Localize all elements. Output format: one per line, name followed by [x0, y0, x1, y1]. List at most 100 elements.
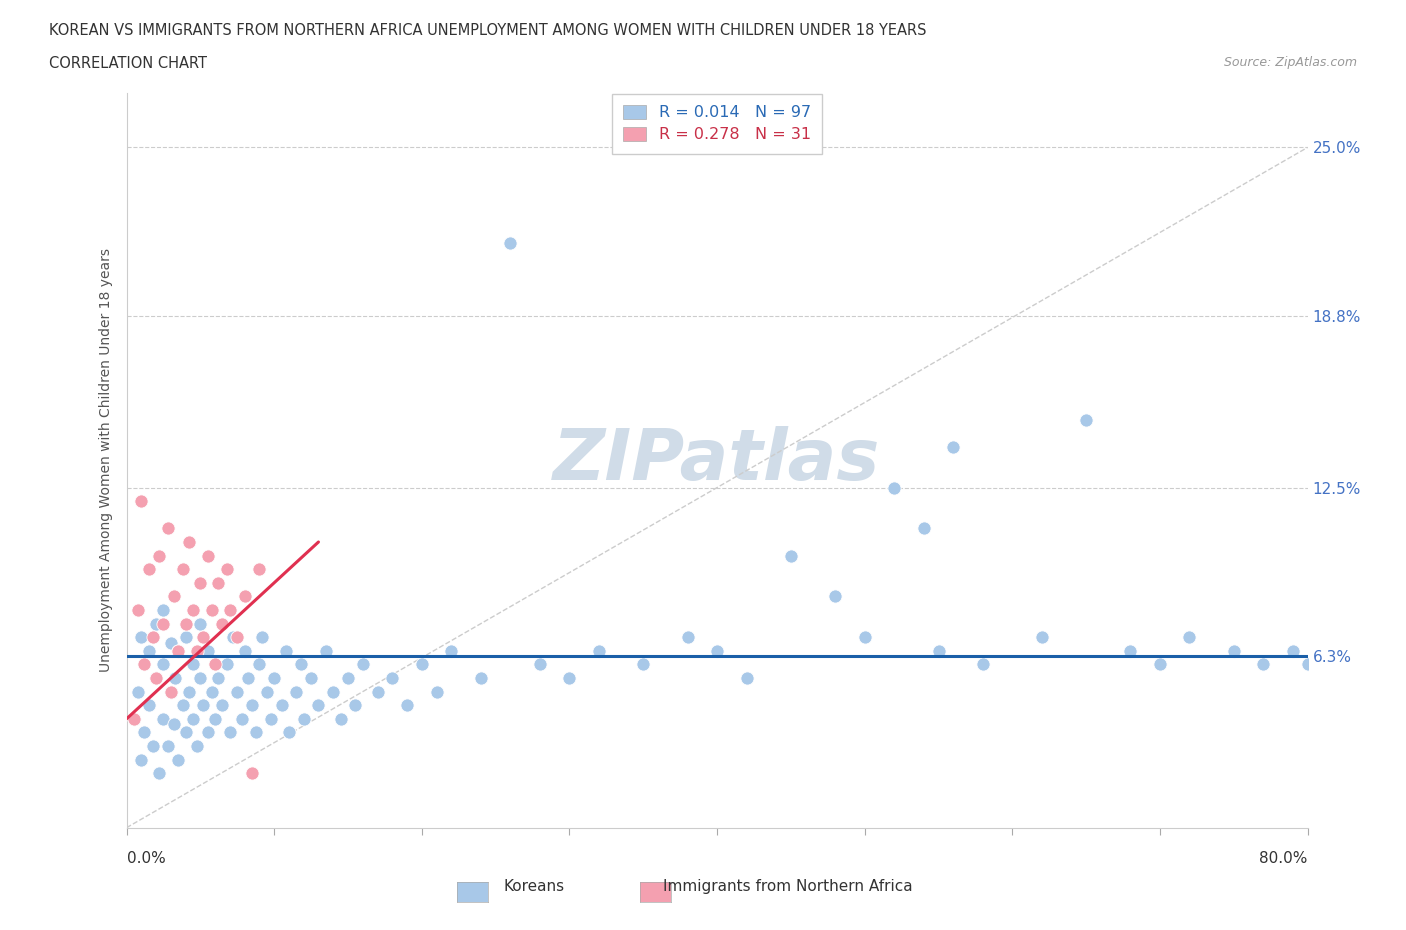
Text: 80.0%: 80.0%	[1260, 851, 1308, 866]
Point	[163, 717, 186, 732]
Text: Source: ZipAtlas.com: Source: ZipAtlas.com	[1223, 56, 1357, 69]
Text: Koreans: Koreans	[503, 879, 565, 894]
Point	[236, 671, 259, 685]
Point	[177, 535, 200, 550]
Point	[470, 671, 492, 685]
Point	[122, 711, 145, 726]
Point	[156, 738, 179, 753]
Point	[912, 521, 935, 536]
Point	[247, 562, 270, 577]
Point	[824, 589, 846, 604]
Point	[1222, 644, 1246, 658]
Point	[181, 657, 204, 671]
Point	[215, 657, 238, 671]
Point	[138, 644, 160, 658]
Point	[174, 630, 197, 644]
Point	[252, 630, 274, 644]
Point	[706, 644, 728, 658]
Point	[256, 684, 278, 699]
Point	[278, 725, 301, 740]
Point	[152, 711, 174, 726]
Text: KOREAN VS IMMIGRANTS FROM NORTHERN AFRICA UNEMPLOYMENT AMONG WOMEN WITH CHILDREN: KOREAN VS IMMIGRANTS FROM NORTHERN AFRIC…	[49, 23, 927, 38]
Point	[853, 630, 876, 644]
Point	[186, 738, 208, 753]
Point	[499, 235, 522, 250]
Point	[181, 603, 204, 618]
Point	[274, 644, 297, 658]
Point	[156, 521, 179, 536]
Point	[207, 671, 229, 685]
Point	[207, 576, 229, 591]
Point	[174, 617, 197, 631]
Point	[145, 671, 167, 685]
Point	[163, 589, 186, 604]
Point	[145, 617, 167, 631]
Point	[215, 562, 238, 577]
Point	[222, 630, 245, 644]
Point	[188, 671, 211, 685]
Point	[928, 644, 950, 658]
Point	[127, 684, 149, 699]
Point	[337, 671, 360, 685]
Point	[558, 671, 581, 685]
Point	[159, 635, 183, 650]
Point	[197, 725, 219, 740]
Point	[676, 630, 699, 644]
Point	[247, 657, 270, 671]
Point	[167, 752, 190, 767]
Point	[240, 698, 263, 712]
Point	[245, 725, 267, 740]
Point	[219, 725, 242, 740]
Point	[145, 671, 167, 685]
Point	[211, 698, 233, 712]
Point	[219, 603, 242, 618]
Point	[285, 684, 308, 699]
Point	[148, 765, 170, 780]
Point	[1282, 644, 1305, 658]
Point	[366, 684, 388, 699]
Point	[201, 684, 224, 699]
Point	[440, 644, 463, 658]
Point	[204, 711, 226, 726]
Point	[188, 617, 211, 631]
Y-axis label: Unemployment Among Women with Children Under 18 years: Unemployment Among Women with Children U…	[100, 248, 114, 672]
Point	[1076, 412, 1098, 427]
Point	[127, 603, 149, 618]
Point	[129, 494, 153, 509]
Point	[167, 644, 190, 658]
Point	[322, 684, 344, 699]
Point	[167, 644, 190, 658]
Point	[1031, 630, 1053, 644]
Point	[142, 738, 165, 753]
Point	[735, 671, 758, 685]
Point	[1119, 644, 1142, 658]
Point	[329, 711, 352, 726]
Point	[134, 657, 156, 671]
Point	[226, 684, 249, 699]
Point	[226, 630, 249, 644]
Point	[290, 657, 312, 671]
Text: Immigrants from Northern Africa: Immigrants from Northern Africa	[662, 879, 912, 894]
Point	[129, 630, 153, 644]
Point	[165, 671, 187, 685]
Point	[138, 698, 160, 712]
Point	[396, 698, 419, 712]
Point	[1178, 630, 1201, 644]
Point	[307, 698, 329, 712]
Point	[197, 548, 219, 563]
Legend: R = 0.014   N = 97, R = 0.278   N = 31: R = 0.014 N = 97, R = 0.278 N = 31	[612, 94, 823, 153]
Text: 0.0%: 0.0%	[127, 851, 166, 866]
Point	[152, 617, 174, 631]
Point	[181, 711, 204, 726]
Point	[529, 657, 551, 671]
Point	[211, 617, 233, 631]
Point	[588, 644, 610, 658]
Point	[152, 603, 174, 618]
Text: ZIPatlas: ZIPatlas	[554, 426, 880, 495]
Point	[883, 480, 905, 495]
Point	[231, 711, 253, 726]
Point	[779, 548, 801, 563]
Point	[411, 657, 433, 671]
Point	[233, 589, 256, 604]
Point	[942, 439, 965, 454]
